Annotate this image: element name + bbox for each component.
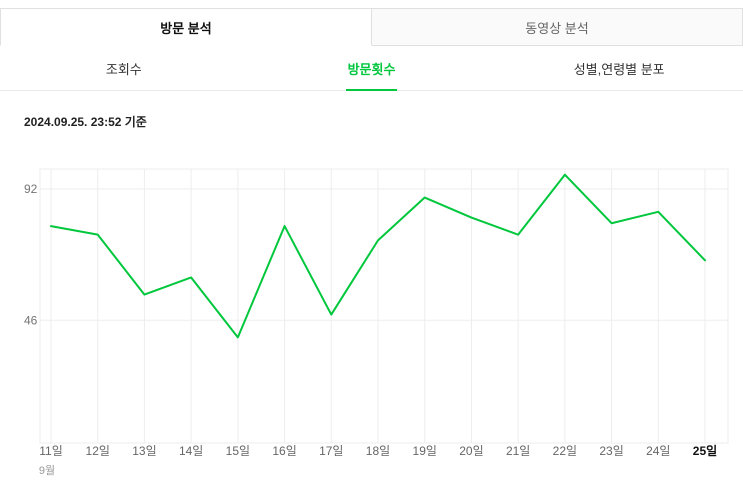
tab-video-analysis[interactable]: 동영상 분석 (372, 8, 743, 46)
plot-border (39, 168, 729, 444)
x-tick-label: 25일 (693, 444, 717, 458)
x-tick-label: 14일 (179, 444, 203, 458)
x-tick-label: 21일 (506, 444, 530, 458)
data-timestamp: 2024.09.25. 23:52 기준 (24, 115, 147, 129)
subtab-visit-count-label: 방문횟수 (345, 46, 398, 91)
subtab-visit-count[interactable]: 방문횟수 (248, 46, 496, 91)
top-tabbar: 방문 분석 동영상 분석 (0, 8, 743, 46)
x-tick-label: 19일 (413, 444, 437, 458)
x-tick-label: 20일 (459, 444, 483, 458)
visit-count-line-chart: 46 92 11일 12일 13일 14일 15일 16일 17일 18일 19일 20일 21일 22일… (0, 153, 743, 488)
sub-tabbar: 조회수 방문횟수 성별,연령별 분포 (0, 46, 743, 91)
x-tick-label: 17일 (319, 444, 343, 458)
tab-visit-analysis[interactable]: 방문 분석 (0, 8, 372, 46)
tab-visit-analysis-label: 방문 분석 (160, 20, 212, 36)
x-tick-label: 12일 (86, 444, 110, 458)
x-tick-label: 11일 (39, 444, 63, 458)
x-tick-label: 13일 (132, 444, 156, 458)
x-axis-month-label: 9월 (39, 464, 55, 477)
subtab-views-label: 조회수 (105, 61, 142, 77)
y-tick-label: 92 (24, 182, 38, 196)
tab-video-analysis-label: 동영상 분석 (525, 20, 589, 36)
x-tick-label: 18일 (366, 444, 390, 458)
x-tick-label: 15일 (226, 444, 250, 458)
chart-canvas: 46 92 11일 12일 13일 14일 15일 16일 17일 18일 19일 20일 21일 22일… (24, 168, 729, 477)
y-tick-label: 46 (24, 313, 38, 327)
x-tick-label: 16일 (272, 444, 296, 458)
visit-count-line (50, 173, 706, 339)
x-tick-label: 24일 (646, 444, 670, 458)
subtab-views[interactable]: 조회수 (0, 46, 248, 90)
x-tick-label: 23일 (599, 444, 623, 458)
subtab-gender-age-label: 성별,연령별 분포 (573, 61, 665, 77)
subtab-gender-age-distribution[interactable]: 성별,연령별 분포 (495, 46, 743, 90)
x-tick-label: 22일 (553, 444, 577, 458)
